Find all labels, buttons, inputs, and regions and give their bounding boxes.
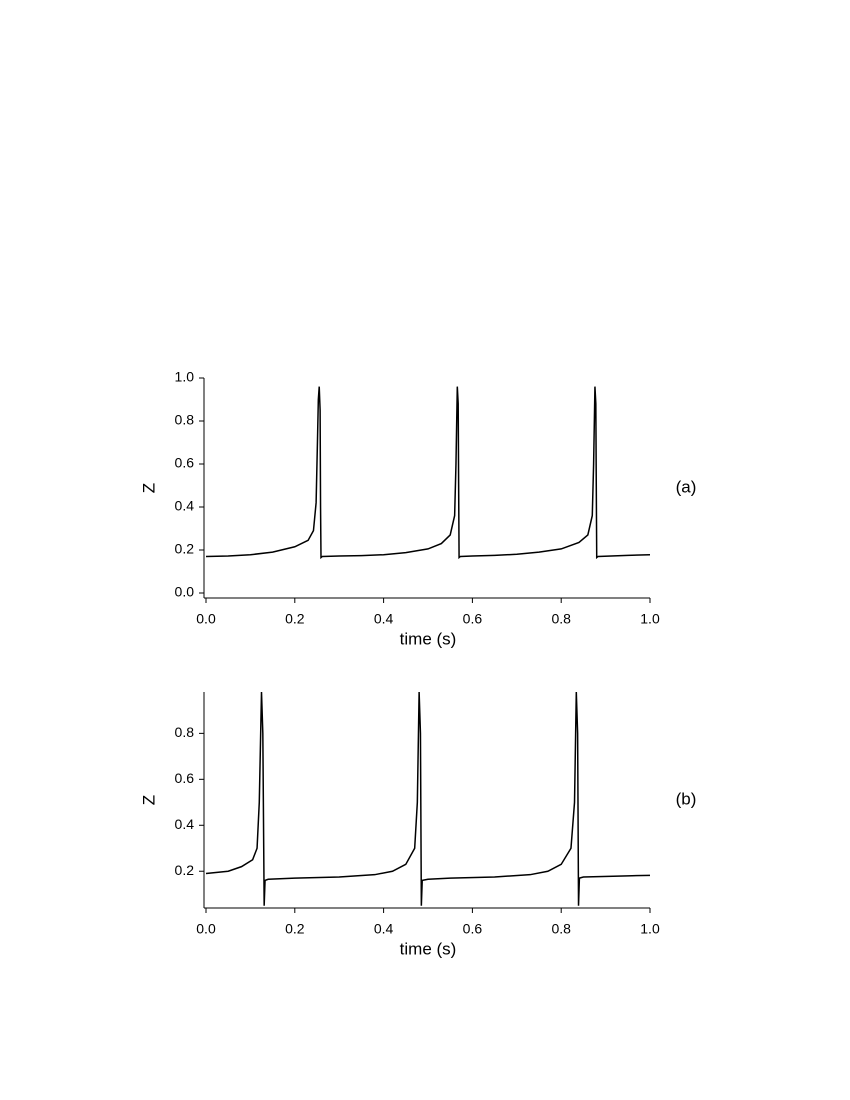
panel-label: (b) (676, 789, 697, 808)
y-tick-label: 0.8 (175, 724, 195, 740)
data-line (205, 386, 651, 560)
y-tick-label: 0.8 (175, 412, 195, 428)
x-tick-label: 0.8 (551, 921, 571, 937)
y-tick-label: 0.6 (175, 455, 195, 471)
y-tick-label: 0.6 (175, 770, 195, 786)
y-axis-label: Z (139, 795, 158, 805)
x-tick-label: 0.8 (551, 611, 571, 627)
x-tick-label: 0.4 (374, 611, 394, 627)
x-tick-label: 0.6 (463, 611, 483, 627)
x-tick-label: 0.6 (463, 921, 483, 937)
x-axis-label: time (s) (400, 939, 457, 958)
panel-label: (a) (676, 477, 697, 496)
data-line (205, 691, 651, 906)
x-tick-label: 0.0 (196, 921, 216, 937)
x-tick-label: 0.0 (196, 611, 216, 627)
y-tick-label: 0.2 (175, 541, 195, 557)
y-axis-label: Z (139, 483, 158, 493)
x-axis-label: time (s) (400, 629, 457, 648)
y-tick-label: 0.0 (175, 584, 195, 600)
y-tick-label: 0.2 (175, 862, 195, 878)
x-tick-label: 1.0 (640, 611, 660, 627)
y-tick-label: 0.4 (175, 498, 195, 514)
y-tick-label: 0.4 (175, 816, 195, 832)
x-tick-label: 1.0 (640, 921, 660, 937)
x-tick-label: 0.4 (374, 921, 394, 937)
x-tick-label: 0.2 (285, 611, 305, 627)
x-tick-label: 0.2 (285, 921, 305, 937)
y-tick-label: 1.0 (175, 369, 195, 385)
